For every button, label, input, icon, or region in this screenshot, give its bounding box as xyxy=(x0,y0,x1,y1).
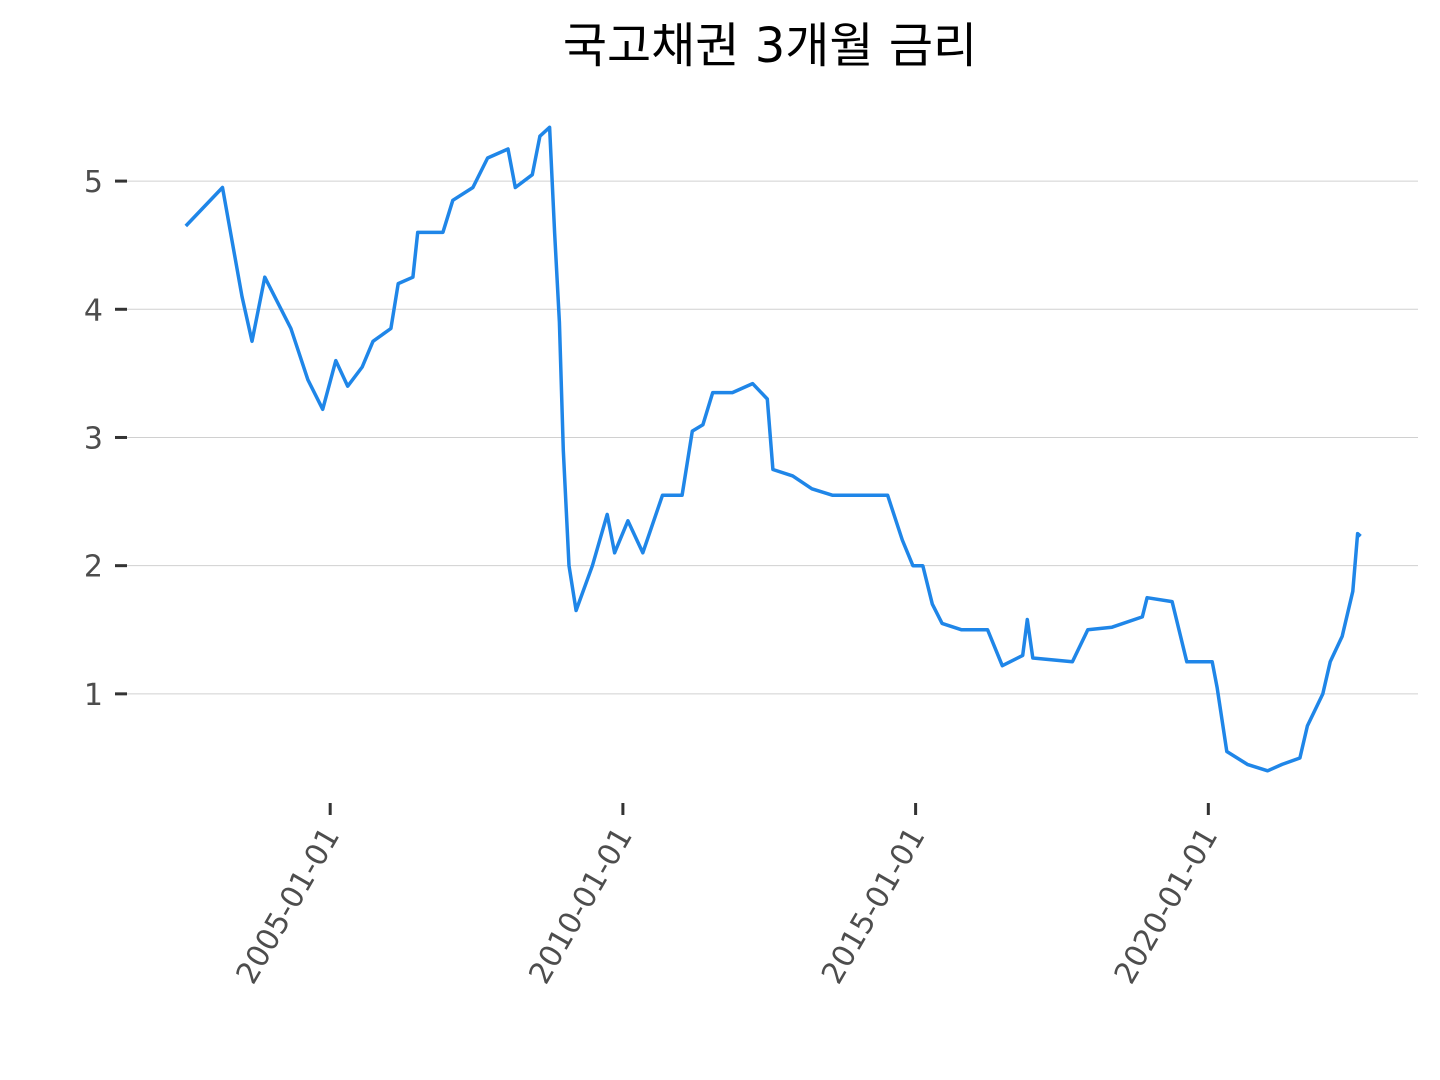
x-tick-label: 2020-01-01 xyxy=(1108,822,1225,990)
y-tick-label: 3 xyxy=(84,421,103,456)
y-tick-label: 5 xyxy=(84,165,103,200)
y-tick-label: 4 xyxy=(84,293,103,328)
x-tick-label: 2010-01-01 xyxy=(522,822,639,990)
y-tick-label: 1 xyxy=(84,678,103,713)
x-tick-label: 2015-01-01 xyxy=(815,822,932,990)
y-tick-label: 2 xyxy=(84,550,103,585)
x-tick-label: 2005-01-01 xyxy=(230,822,347,990)
chart-title: 국고채권 3개월 금리 xyxy=(563,18,977,74)
line xyxy=(184,125,1362,773)
